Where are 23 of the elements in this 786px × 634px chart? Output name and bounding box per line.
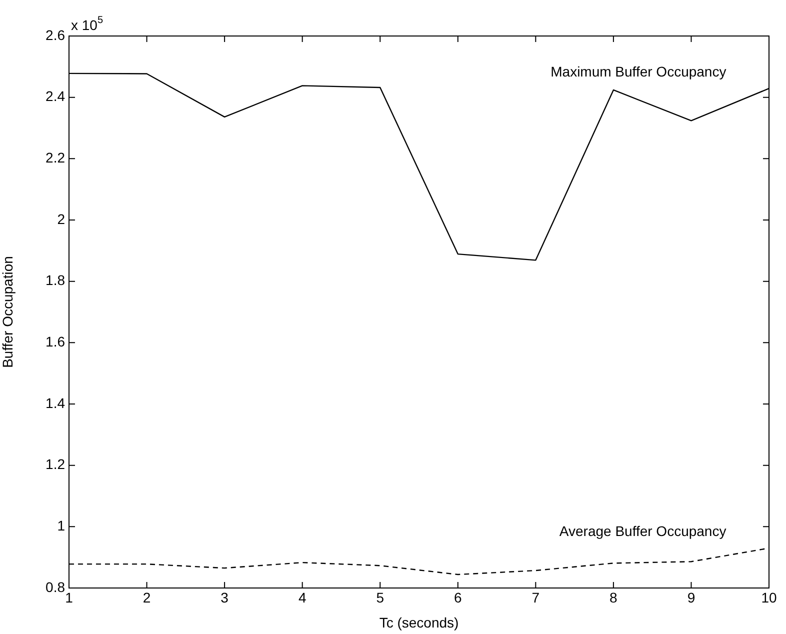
series-label: Maximum Buffer Occupancy <box>550 63 726 80</box>
x-tick-label: 10 <box>761 589 777 606</box>
x-tick-label: 3 <box>220 589 229 606</box>
x-tick-label: 7 <box>532 589 540 606</box>
x-tick-label: 5 <box>376 589 384 606</box>
y-tick-label: 1.8 <box>46 272 66 288</box>
y-tick-label: 1 <box>57 518 66 534</box>
y-tick-label: 1.2 <box>46 456 66 472</box>
y-tick-label: 1.6 <box>46 334 66 350</box>
x-tick-label: 8 <box>610 589 618 606</box>
y-tick-label: 2 <box>57 210 66 227</box>
y-tick-label: 2.6 <box>46 26 66 43</box>
x-tick-label: 4 <box>298 589 306 606</box>
y-axis-title: Buffer Occupation <box>0 256 16 368</box>
x-tick-label: 6 <box>454 589 462 606</box>
y-tick-label: 2.4 <box>46 88 66 104</box>
y-tick-label: 2.2 <box>46 150 66 166</box>
y-tick-label: 0.8 <box>46 578 66 595</box>
series-label: Average Buffer Occupancy <box>559 523 726 540</box>
y-tick-label: 1.4 <box>46 394 66 411</box>
x-axis-title: Tc (seconds) <box>379 614 459 630</box>
x-tick-label: 9 <box>687 589 696 606</box>
x-tick-label: 2 <box>142 589 151 606</box>
